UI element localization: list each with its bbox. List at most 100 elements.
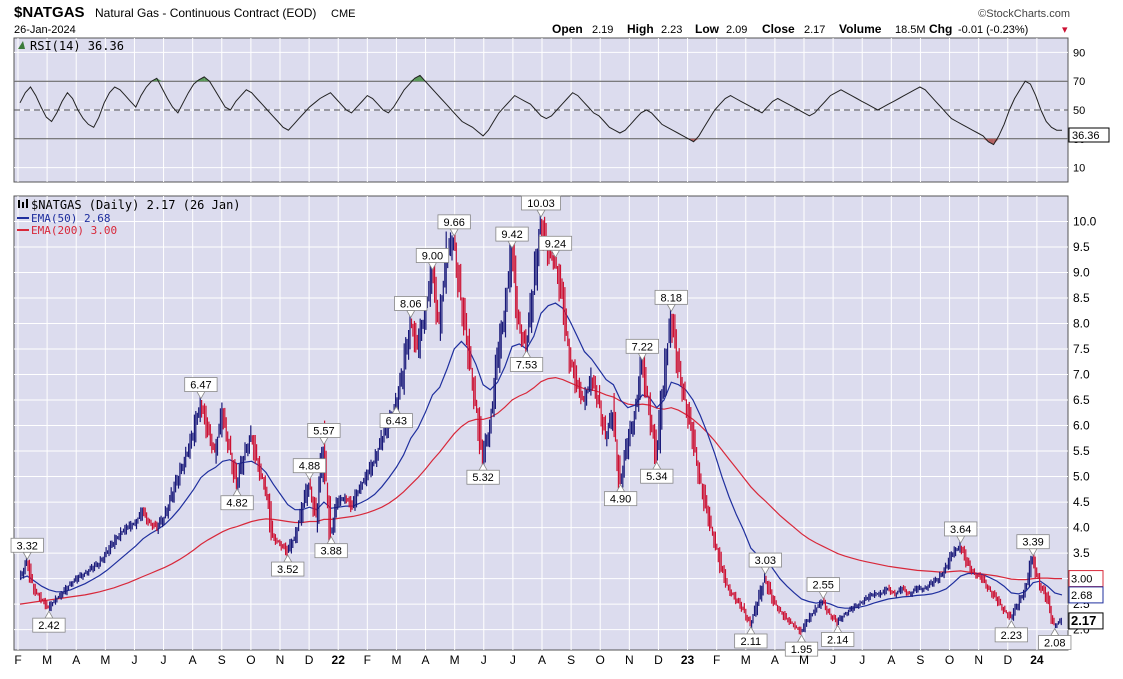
rsi-y-tick-label: 70 <box>1073 76 1085 88</box>
annotation-label: 7.22 <box>632 341 653 353</box>
x-tick-label: M <box>741 653 751 667</box>
peak-annotation: 2.11 <box>734 626 768 649</box>
annotation-box <box>509 357 544 372</box>
rsi-label: RSI(14) 36.36 <box>30 39 124 53</box>
chg-label: Chg <box>929 22 952 36</box>
annotation-label: 7.53 <box>516 360 537 372</box>
annotation-box <box>495 226 529 242</box>
peak-annotation: 9.24 <box>538 235 573 259</box>
volume-value: 18.5M <box>895 24 926 36</box>
rsi-y-tick-label: 90 <box>1073 47 1085 59</box>
annotation-box <box>1016 534 1050 550</box>
x-tick-label: A <box>887 653 895 667</box>
annotation-box <box>32 617 66 633</box>
price-bars <box>20 197 1062 635</box>
date-label: 26-Jan-2024 <box>14 24 76 36</box>
peak-annotation: 4.88 <box>292 458 327 481</box>
x-tick-label: N <box>276 653 285 667</box>
annotation-label: 3.32 <box>17 540 38 552</box>
rsi-panel: 1030507090 RSI(14) 36.36 36.36 <box>13 37 1110 183</box>
ema50-line <box>19 302 1063 609</box>
annotation-label: 2.08 <box>1044 638 1065 650</box>
peak-annotation: 7.22 <box>625 338 659 362</box>
peak-annotation: 9.66 <box>437 214 471 237</box>
peak-annotation: 4.90 <box>603 483 638 507</box>
annotation-box <box>307 423 341 438</box>
x-tick-label: J <box>510 653 516 667</box>
peak-annotation: 5.34 <box>640 461 674 484</box>
rsi-value-tag: 36.36 <box>1068 127 1110 143</box>
annotation-label: 6.47 <box>190 380 211 392</box>
x-tick-label: 23 <box>681 653 695 667</box>
axis-tag-box <box>1068 586 1104 604</box>
axis-tag-label: 2.17 <box>1071 613 1096 628</box>
x-tick-label: N <box>625 653 634 667</box>
peak-annotation: 7.53 <box>509 349 544 372</box>
x-tick-label: M <box>42 653 52 667</box>
volume-label: Volume <box>839 22 882 36</box>
peak-annotation: 2.23 <box>994 620 1028 643</box>
annotation-box <box>538 235 573 251</box>
x-tick-label: A <box>72 653 80 667</box>
low-value: 2.09 <box>726 24 747 36</box>
peak-annotation: 3.03 <box>748 552 782 575</box>
close-value: 2.17 <box>804 24 825 36</box>
high-value: 2.23 <box>661 24 682 36</box>
x-tick-label: A <box>422 653 430 667</box>
annotation-box <box>466 469 500 485</box>
x-tick-label: M <box>391 653 401 667</box>
annotation-box <box>394 296 428 311</box>
rsi-axis: 1030507090 <box>1073 47 1085 174</box>
peak-annotation: 9.00 <box>415 248 450 271</box>
open-label: Open <box>552 22 583 36</box>
x-tick-label: O <box>596 653 605 667</box>
x-tick-label: O <box>246 653 255 667</box>
x-tick-label: F <box>713 653 720 667</box>
annotation-box <box>654 289 688 305</box>
peak-annotation: 3.39 <box>1016 534 1050 557</box>
x-tick-label: J <box>131 653 137 667</box>
annotation-label: 9.00 <box>422 251 443 263</box>
peak-annotation: 3.64 <box>944 521 978 544</box>
annotation-box <box>784 641 819 657</box>
annotation-box <box>944 521 978 537</box>
peak-annotation: 3.32 <box>10 537 44 561</box>
annotation-label: 3.03 <box>755 555 776 567</box>
annotation-label: 9.66 <box>443 217 464 229</box>
price-y-tick-label: 7.5 <box>1073 342 1090 356</box>
peak-annotation: 8.06 <box>394 296 428 319</box>
x-tick-label: M <box>799 653 809 667</box>
annotation-box <box>734 633 768 649</box>
annotation-label: 5.34 <box>646 471 667 483</box>
x-tick-label: O <box>945 653 954 667</box>
price-y-tick-label: 7.0 <box>1073 368 1090 382</box>
peak-annotation: 3.52 <box>271 554 305 577</box>
axis-tag-label: 3.00 <box>1071 574 1092 586</box>
x-tick-label: D <box>305 653 314 667</box>
annotation-label: 1.95 <box>791 644 812 656</box>
price-y-tick-label: 4.0 <box>1073 521 1090 535</box>
annotation-box <box>314 543 348 559</box>
price-y-tick-label: 10.0 <box>1073 215 1097 229</box>
peak-annotation: 6.47 <box>184 377 218 400</box>
x-tick-label: M <box>100 653 110 667</box>
x-tick-label: A <box>538 653 546 667</box>
price-panel: 3.322.426.474.823.524.885.573.886.438.06… <box>10 195 1104 657</box>
x-tick-label: M <box>450 653 460 667</box>
x-tick-label: S <box>567 653 575 667</box>
x-tick-label: 22 <box>332 653 346 667</box>
annotation-label: 10.03 <box>527 198 555 210</box>
rsi-oversold-fill <box>988 138 994 145</box>
annotation-box <box>292 458 327 474</box>
annotation-label: 5.57 <box>313 425 334 437</box>
ema200-line <box>19 376 1062 605</box>
price-legend-icon <box>18 199 28 208</box>
peak-annotation: 2.14 <box>821 624 855 647</box>
price-y-tick-label: 9.0 <box>1073 266 1090 280</box>
annotation-box <box>521 195 561 211</box>
price-y-tick-label: 3.5 <box>1073 546 1090 560</box>
annotation-label: 2.55 <box>812 580 833 592</box>
axis-tags: 3.00 2.68 2.17 <box>1068 570 1104 630</box>
low-label: Low <box>695 22 720 36</box>
